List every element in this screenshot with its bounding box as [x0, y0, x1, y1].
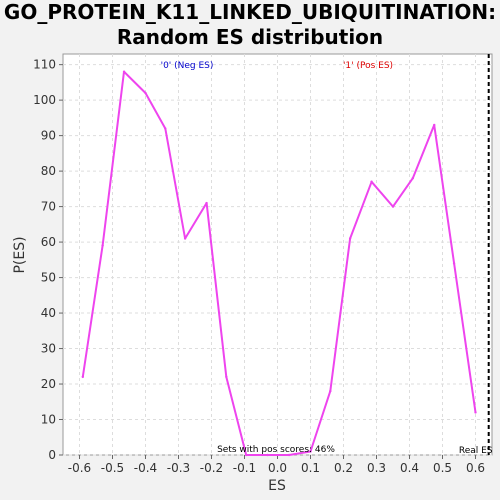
data-point — [287, 453, 291, 457]
data-point — [266, 453, 269, 457]
data-point — [433, 123, 436, 127]
x-tick-label: -0.4 — [134, 461, 157, 475]
chart-title-line2: Random ES distribution — [117, 25, 383, 49]
data-point — [452, 262, 456, 265]
y-tick-label: 10 — [41, 413, 56, 427]
data-point — [411, 177, 414, 180]
x-tick-label: 0.4 — [400, 461, 419, 475]
y-tick-label: 40 — [41, 306, 56, 320]
grid — [63, 54, 492, 456]
x-tick-label: 0.3 — [367, 461, 386, 475]
real-es-label: Real ES — [459, 446, 493, 456]
data-point — [81, 375, 85, 379]
data-point — [183, 237, 187, 240]
y-tick-label: 30 — [41, 342, 56, 356]
y-tick-label: 50 — [41, 271, 56, 285]
y-tick-label: 20 — [41, 377, 56, 391]
y-tick-label: 60 — [41, 235, 56, 249]
data-point — [474, 411, 477, 414]
x-tick-label: 0.2 — [334, 461, 353, 475]
neg-es-label: '0' (Neg ES) — [161, 61, 214, 71]
data-point — [309, 450, 312, 453]
y-tick-label: 0 — [48, 448, 56, 462]
x-tick-label: -0.2 — [200, 461, 223, 475]
y-tick-label: 110 — [33, 58, 56, 72]
data-point — [348, 237, 352, 240]
y-tick-label: 90 — [41, 129, 56, 143]
x-axis-label: ES — [268, 478, 286, 494]
y-tick-label: 70 — [41, 200, 56, 214]
pos-es-label: '1' (Pos ES) — [343, 61, 393, 71]
data-point — [391, 205, 395, 208]
data-point — [101, 244, 104, 247]
series-points — [81, 70, 477, 457]
x-tick-label: -0.5 — [101, 461, 124, 475]
data-point — [144, 91, 147, 95]
pos-scores-annotation: Sets with pos scores: 46% — [217, 445, 335, 455]
x-tick-label: 0.0 — [268, 461, 287, 475]
data-point — [122, 70, 126, 73]
x-tick-label: -0.3 — [167, 461, 190, 475]
y-tick-label: 80 — [41, 164, 56, 178]
data-point — [164, 127, 167, 130]
data-point — [370, 180, 373, 183]
y-tick-label: 100 — [33, 93, 56, 107]
x-tick-label: -0.1 — [233, 461, 256, 475]
x-tick-label: 0.6 — [466, 461, 485, 475]
x-tick-label: 0.1 — [301, 461, 320, 475]
x-tick-label: -0.6 — [68, 461, 91, 475]
data-point — [205, 201, 208, 205]
data-point — [225, 375, 228, 379]
y-axis-ticks: 0 10 20 30 40 50 60 70 80 90 100 110 — [33, 58, 63, 462]
chart-title-line1: GO_PROTEIN_K11_LINKED_UBIQUITINATION: — [4, 0, 496, 24]
x-axis-ticks: -0.6 -0.5 -0.4 -0.3 -0.2 -0.1 0.0 0.1 0.2 0.3 0.4 0… — [68, 455, 485, 475]
data-point — [244, 453, 248, 457]
data-point — [329, 389, 332, 393]
y-axis-label: P(ES) — [12, 236, 28, 273]
series-line — [81, 70, 477, 456]
x-tick-label: 0.5 — [433, 461, 452, 475]
